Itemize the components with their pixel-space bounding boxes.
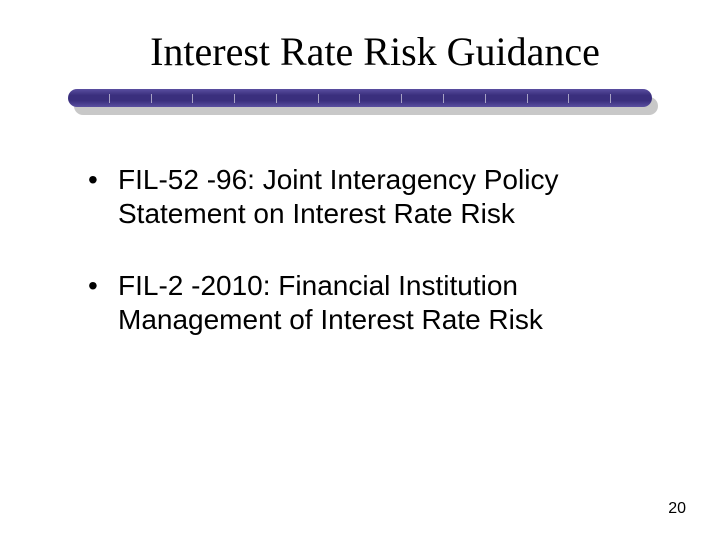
page-title: Interest Rate Risk Guidance [110, 28, 640, 75]
list-item: FIL-52 -96: Joint Interagency Policy Sta… [88, 163, 650, 231]
page-number: 20 [668, 500, 686, 518]
divider-tick [151, 94, 152, 103]
divider-tick [527, 94, 528, 103]
divider-tick [234, 94, 235, 103]
divider-tick [192, 94, 193, 103]
divider-bar [68, 89, 652, 107]
slide: Interest Rate Risk Guidance FIL-52 -96: … [0, 0, 720, 540]
divider-tick [359, 94, 360, 103]
bullet-list: FIL-52 -96: Joint Interagency Policy Sta… [88, 163, 650, 338]
divider-tick [610, 94, 611, 103]
divider-tick [443, 94, 444, 103]
divider-tick [109, 94, 110, 103]
divider-tick [276, 94, 277, 103]
divider-tick [318, 94, 319, 103]
divider-tick [401, 94, 402, 103]
divider-tick [485, 94, 486, 103]
list-item: FIL-2 -2010: Financial Institution Manag… [88, 269, 650, 337]
divider-tick [568, 94, 569, 103]
title-divider [68, 89, 652, 113]
